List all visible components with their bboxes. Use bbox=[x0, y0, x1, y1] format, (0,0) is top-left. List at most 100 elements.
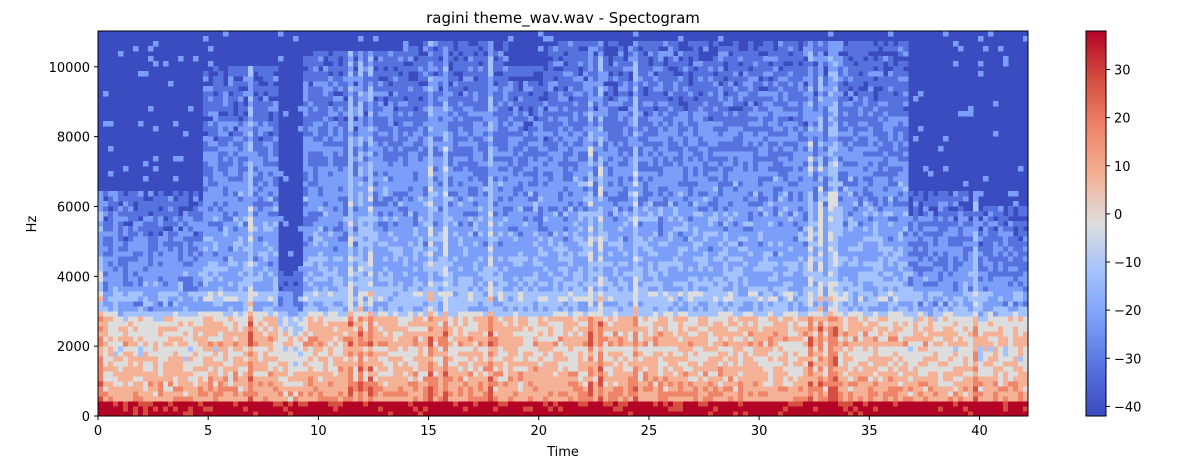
spectrogram-cell bbox=[118, 51, 124, 57]
spectrogram-cell bbox=[103, 411, 109, 416]
spectrogram-cell bbox=[458, 211, 464, 217]
spectrogram-cell bbox=[308, 351, 314, 357]
spectrogram-cell bbox=[348, 181, 354, 187]
spectrogram-cell bbox=[173, 156, 179, 162]
spectrogram-cell bbox=[123, 226, 129, 232]
spectrogram-cell bbox=[338, 326, 344, 332]
spectrogram-cell bbox=[443, 91, 449, 97]
spectrogram-cell bbox=[368, 81, 374, 87]
spectrogram-cell bbox=[463, 121, 469, 127]
spectrogram-cell bbox=[253, 221, 259, 227]
spectrogram-cell bbox=[443, 346, 449, 352]
spectrogram-cell bbox=[303, 231, 309, 237]
spectrogram-cell bbox=[488, 161, 494, 167]
spectrogram-cell bbox=[453, 116, 459, 122]
spectrogram-cell bbox=[413, 171, 419, 177]
spectrogram-cell bbox=[443, 261, 449, 267]
spectrogram-cell bbox=[483, 396, 489, 402]
spectrogram-cell bbox=[243, 166, 249, 172]
spectrogram-cell bbox=[253, 391, 259, 397]
spectrogram-cell bbox=[278, 331, 284, 337]
spectrogram-cell bbox=[448, 361, 454, 367]
spectrogram-cell bbox=[243, 121, 249, 127]
spectrogram-cell bbox=[233, 66, 239, 72]
spectrogram-cell bbox=[228, 276, 234, 282]
spectrogram-cell bbox=[448, 231, 454, 237]
spectrogram-cell bbox=[118, 266, 124, 272]
spectrogram-cell bbox=[413, 116, 419, 122]
spectrogram-cell bbox=[403, 146, 409, 152]
spectrogram-cell bbox=[348, 146, 354, 152]
spectrogram-cell bbox=[428, 256, 434, 262]
spectrogram-cell bbox=[318, 121, 324, 127]
spectrogram-cell bbox=[343, 316, 349, 322]
spectrogram-cell bbox=[373, 186, 379, 192]
spectrogram-cell bbox=[258, 246, 264, 252]
spectrogram-cell bbox=[313, 106, 319, 112]
spectrogram-cell bbox=[343, 281, 349, 287]
spectrogram-cell bbox=[388, 396, 394, 402]
spectrogram-cell bbox=[458, 146, 464, 152]
spectrogram-cell bbox=[148, 241, 154, 247]
spectrogram-cell bbox=[248, 181, 254, 187]
spectrogram-cell bbox=[233, 411, 239, 416]
spectrogram-cell bbox=[233, 301, 239, 307]
spectrogram-cell bbox=[378, 231, 384, 237]
spectrogram-cell bbox=[448, 196, 454, 202]
spectrogram-cell bbox=[233, 131, 239, 137]
spectrogram-cell bbox=[233, 281, 239, 287]
spectrogram-cell bbox=[183, 411, 189, 416]
spectrogram-cell bbox=[328, 296, 334, 302]
spectrogram-cell bbox=[458, 261, 464, 267]
spectrogram-cell bbox=[398, 96, 404, 102]
spectrogram-cell bbox=[193, 211, 199, 217]
spectrogram-cell bbox=[413, 156, 419, 162]
spectrogram-cell bbox=[473, 366, 479, 372]
spectrogram-cell bbox=[443, 71, 449, 77]
spectrogram-cell bbox=[228, 291, 234, 297]
spectrogram-cell bbox=[248, 151, 254, 157]
spectrogram-cell bbox=[343, 166, 349, 172]
spectrogram-cell bbox=[298, 311, 304, 317]
spectrogram-cell bbox=[213, 406, 219, 412]
spectrogram-cell bbox=[253, 316, 259, 322]
spectrogram-cell bbox=[443, 61, 449, 67]
spectrogram-cell bbox=[208, 121, 214, 127]
spectrogram-cell bbox=[303, 111, 309, 117]
spectrogram-cell bbox=[308, 346, 314, 352]
spectrogram-cell bbox=[388, 321, 394, 327]
spectrogram-cell bbox=[303, 211, 309, 217]
spectrogram-cell bbox=[158, 366, 164, 372]
spectrogram-cell bbox=[423, 371, 429, 377]
spectrogram-cell bbox=[243, 326, 249, 332]
spectrogram-cell bbox=[123, 361, 129, 367]
spectrogram-cell bbox=[483, 101, 489, 107]
spectrogram-cell bbox=[503, 391, 509, 397]
spectrogram-cell bbox=[458, 161, 464, 167]
spectrogram-cell bbox=[208, 91, 214, 97]
spectrogram-cell bbox=[438, 276, 444, 282]
spectrogram-cell bbox=[288, 391, 294, 397]
spectrogram-cell bbox=[328, 206, 334, 212]
spectrogram-cell bbox=[113, 271, 119, 277]
spectrogram-cell bbox=[248, 136, 254, 142]
spectrogram-cell bbox=[433, 406, 439, 412]
spectrogram-cell bbox=[503, 291, 509, 297]
spectrogram-cell bbox=[493, 391, 499, 397]
spectrogram-cell bbox=[253, 311, 259, 317]
spectrogram-cell bbox=[458, 96, 464, 102]
spectrogram-cell bbox=[223, 261, 229, 267]
spectrogram-cell bbox=[353, 386, 359, 392]
spectrogram-cell bbox=[408, 181, 414, 187]
spectrogram-cell bbox=[503, 356, 509, 362]
spectrogram-cell bbox=[428, 366, 434, 372]
spectrogram-cell bbox=[278, 341, 284, 347]
spectrogram-cell bbox=[468, 326, 474, 332]
spectrogram-cell bbox=[323, 241, 329, 247]
spectrogram-cell bbox=[268, 101, 274, 107]
spectrogram-cell bbox=[283, 301, 289, 307]
spectrogram-cell bbox=[458, 221, 464, 227]
spectrogram-cell bbox=[298, 391, 304, 397]
spectrogram-cell bbox=[478, 321, 484, 327]
spectrogram-cell bbox=[398, 101, 404, 107]
